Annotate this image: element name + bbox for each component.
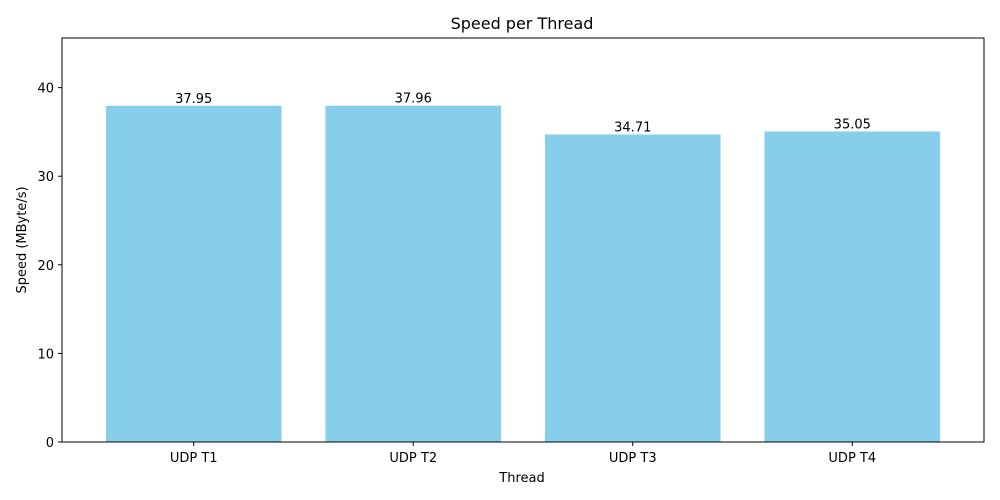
y-tick-label: 10 bbox=[37, 347, 54, 362]
ticks-group: UDP T1 UDP T2 UDP T3 UDP T4 0 10 20 30 40 bbox=[37, 82, 876, 466]
plot-frame bbox=[61, 37, 985, 443]
bar-udp-t3 bbox=[544, 134, 721, 443]
x-tick-label: UDP T2 bbox=[389, 451, 437, 466]
x-tick-label: UDP T3 bbox=[609, 451, 657, 466]
y-tick-label: 40 bbox=[37, 82, 54, 97]
data-label: 37.95 bbox=[175, 92, 212, 107]
bar-udp-t1 bbox=[105, 105, 282, 443]
x-axis-label: Thread bbox=[498, 471, 544, 486]
bar-udp-t2 bbox=[325, 105, 502, 443]
x-tick-label: UDP T1 bbox=[170, 451, 218, 466]
data-label: 37.96 bbox=[395, 92, 432, 107]
x-tick-label: UDP T4 bbox=[828, 451, 876, 466]
y-tick-label: 20 bbox=[37, 259, 54, 274]
bars-group: 37.95 37.96 34.71 35.05 bbox=[105, 92, 941, 443]
bar-udp-t4 bbox=[764, 131, 941, 442]
chart-title: Speed per Thread bbox=[451, 14, 594, 33]
y-axis-label: Speed (MByte/s) bbox=[15, 186, 30, 293]
y-tick-label: 0 bbox=[46, 436, 54, 451]
data-label: 34.71 bbox=[614, 120, 651, 135]
data-label: 35.05 bbox=[834, 117, 871, 132]
y-tick-label: 30 bbox=[37, 170, 54, 185]
